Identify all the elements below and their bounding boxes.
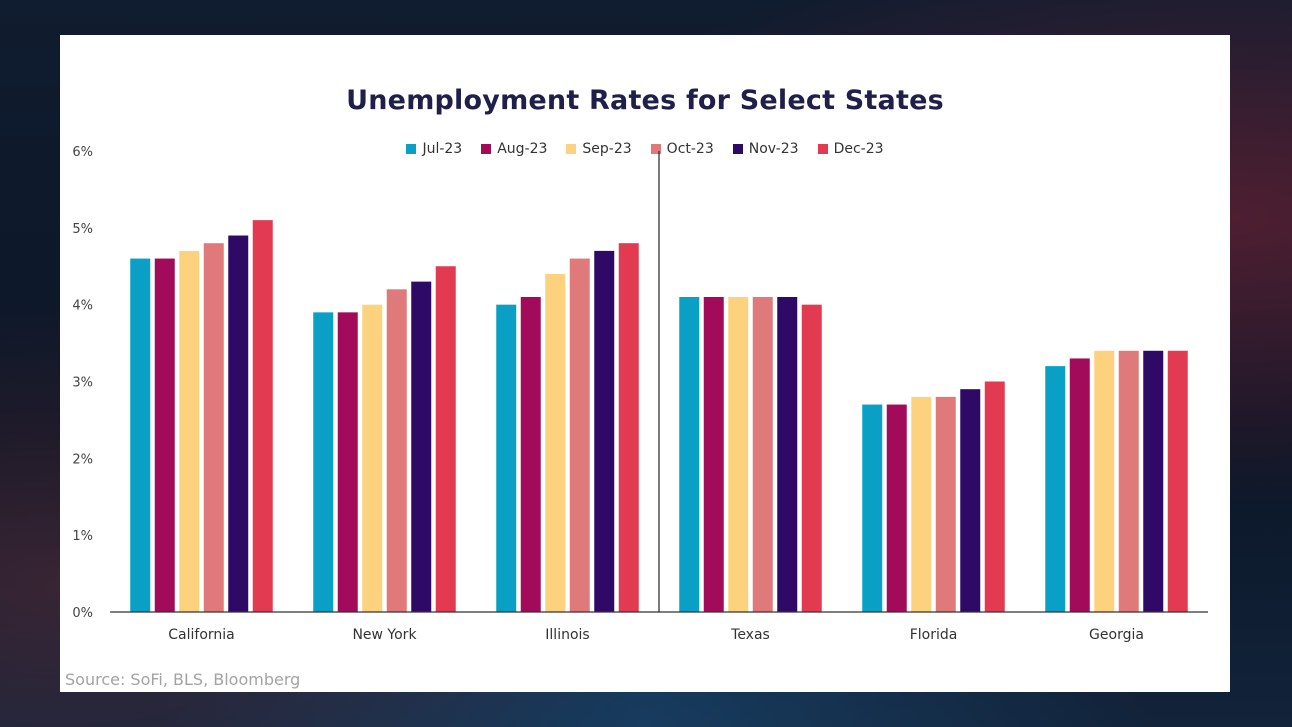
bar bbox=[179, 250, 200, 612]
bar bbox=[362, 304, 383, 612]
legend-item: Dec-23 bbox=[817, 141, 884, 157]
bar bbox=[777, 296, 798, 612]
x-category-label: Texas bbox=[730, 627, 770, 643]
bar bbox=[154, 258, 175, 612]
legend-item: Jul-23 bbox=[406, 141, 462, 157]
bar bbox=[520, 296, 541, 612]
bar bbox=[911, 396, 932, 612]
bar bbox=[1118, 350, 1139, 612]
legend-label: Jul-23 bbox=[422, 141, 463, 157]
bar bbox=[594, 250, 615, 612]
legend-item: Sep-23 bbox=[566, 141, 632, 157]
bar bbox=[1045, 366, 1066, 612]
bar bbox=[337, 312, 358, 612]
bar bbox=[496, 304, 517, 612]
bar bbox=[801, 304, 822, 612]
bar bbox=[728, 296, 749, 612]
bar bbox=[1167, 350, 1188, 612]
legend-item: Nov-23 bbox=[732, 141, 799, 157]
bar bbox=[545, 273, 566, 612]
bar bbox=[703, 296, 724, 612]
legend-label: Sep-23 bbox=[582, 141, 632, 157]
chart-card: Unemployment Rates for Select States Jul… bbox=[60, 35, 1230, 692]
y-tick-label: 1% bbox=[72, 529, 93, 544]
bar bbox=[435, 266, 456, 612]
y-tick-label: 4% bbox=[72, 299, 93, 314]
legend-swatch bbox=[650, 144, 661, 154]
x-category-label: Georgia bbox=[1089, 627, 1144, 643]
legend-label: Nov-23 bbox=[748, 141, 799, 157]
bar bbox=[1143, 350, 1164, 612]
bar bbox=[886, 404, 907, 612]
bar bbox=[984, 381, 1005, 612]
legend-swatch bbox=[481, 144, 492, 154]
y-tick-label: 5% bbox=[72, 222, 93, 237]
source-note: Source: SoFi, BLS, Bloomberg bbox=[65, 670, 301, 689]
y-tick-label: 0% bbox=[72, 606, 93, 621]
bar bbox=[386, 289, 407, 612]
bar bbox=[935, 396, 956, 612]
legend-swatch bbox=[817, 144, 828, 154]
x-category-label: Florida bbox=[910, 627, 958, 643]
bar bbox=[411, 281, 432, 612]
chart-plot: 0% 1% 2% 3% 4% 5% 6% California New York Illinois… bbox=[72, 145, 1208, 643]
bar bbox=[862, 404, 883, 612]
y-tick-label: 6% bbox=[72, 145, 93, 160]
legend-label: Aug-23 bbox=[497, 141, 548, 157]
bar bbox=[313, 312, 334, 612]
bar bbox=[1069, 358, 1090, 612]
y-tick-label: 3% bbox=[72, 376, 93, 391]
legend-swatch bbox=[566, 144, 577, 154]
bar bbox=[252, 220, 273, 612]
bar bbox=[960, 389, 981, 612]
legend-item: Aug-23 bbox=[481, 141, 547, 157]
bar bbox=[130, 258, 151, 612]
bar bbox=[752, 296, 773, 612]
bar bbox=[203, 243, 224, 612]
bar bbox=[569, 258, 590, 612]
chart-legend: Jul-23 Aug-23 Sep-23 Oct-23 Nov-23 Dec-23 bbox=[60, 141, 1230, 157]
legend-swatch bbox=[732, 144, 743, 154]
bar bbox=[618, 243, 639, 612]
legend-label: Oct-23 bbox=[666, 141, 714, 157]
bar bbox=[1094, 350, 1115, 612]
x-category-label: California bbox=[168, 627, 234, 643]
chart-title: Unemployment Rates for Select States bbox=[346, 85, 944, 116]
bar bbox=[228, 235, 249, 612]
y-tick-label: 2% bbox=[72, 452, 93, 467]
bar bbox=[679, 296, 700, 612]
legend-item: Oct-23 bbox=[650, 141, 714, 157]
x-category-label: Illinois bbox=[545, 627, 589, 643]
legend-label: Dec-23 bbox=[833, 141, 884, 157]
x-category-label: New York bbox=[352, 627, 417, 643]
legend-swatch bbox=[406, 144, 417, 154]
